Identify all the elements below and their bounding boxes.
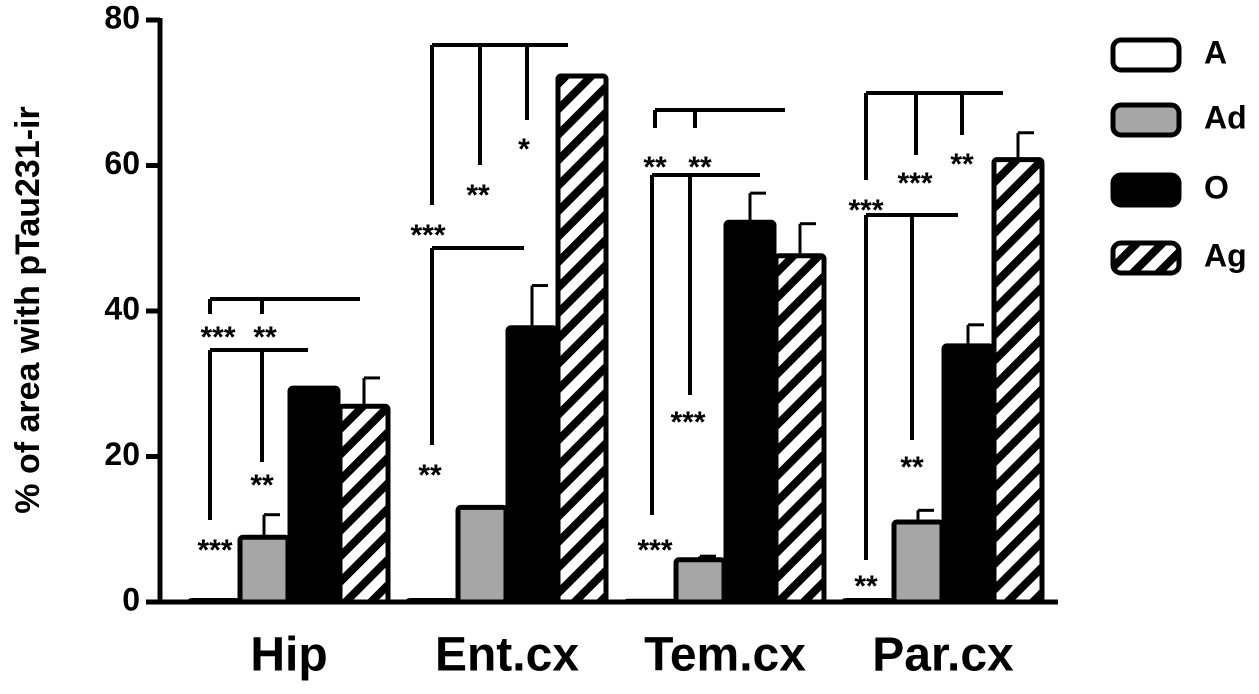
y-tick-label: 60 [104,145,140,181]
significance-label: ** [253,321,277,354]
significance-label: *** [197,534,232,567]
x-tick-label: Tem.cx [644,629,806,682]
bar [337,403,391,605]
x-tick-label: Hip [250,629,327,682]
significance-label: ** [854,570,878,603]
legend-swatch [1110,240,1182,276]
significance-label: *** [670,406,705,439]
y-tick-label: 40 [104,290,140,326]
bar [455,504,509,605]
bar [941,343,995,605]
bar [405,598,459,605]
significance-label: *** [897,167,932,200]
significance-label: * [518,133,530,166]
y-tick-label: 80 [104,0,140,35]
bar [187,598,241,605]
y-tick-label: 20 [104,436,140,472]
bar [237,534,291,605]
y-axis-label: % of area with pTau231-ir [9,106,47,513]
x-tick-label: Ent.cx [435,629,579,682]
bar [891,519,945,605]
significance-label: ** [950,148,974,181]
bar [773,253,827,605]
bar [505,325,559,605]
significance-label: ** [688,151,712,184]
significance-label: *** [200,321,235,354]
y-tick-label: 0 [122,581,140,617]
legend-swatch [1110,37,1182,73]
significance-label: *** [848,194,883,227]
legend-label: Ag [1204,237,1247,273]
bar [723,219,777,605]
x-tick-label: Par.cx [872,629,1014,682]
significance-label: *** [637,534,672,567]
significance-label: *** [410,219,445,252]
significance-label: ** [250,469,274,502]
bar [991,157,1045,605]
legend-label: A [1204,34,1227,70]
significance-label: ** [900,451,924,484]
bar [623,598,677,605]
legend-label: Ad [1204,99,1247,135]
legend-label: O [1204,169,1229,205]
legend-swatch [1110,102,1182,138]
bar [287,385,341,605]
bar [673,557,727,605]
significance-label: ** [466,179,490,212]
significance-label: ** [418,459,442,492]
bar [555,73,609,605]
legend-swatch [1110,172,1182,208]
significance-label: ** [643,151,667,184]
